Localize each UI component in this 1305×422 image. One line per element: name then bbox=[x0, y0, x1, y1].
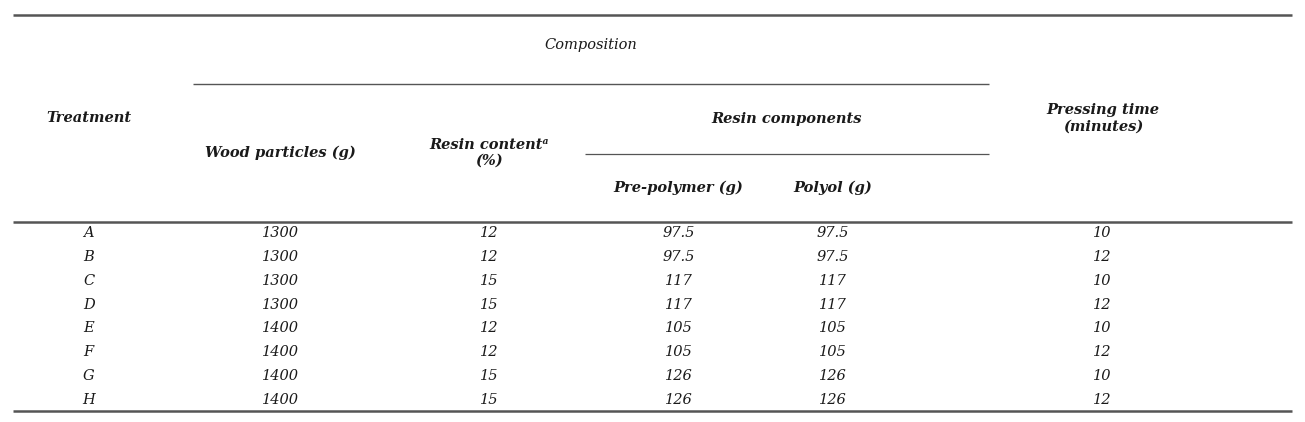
Text: 97.5: 97.5 bbox=[817, 250, 848, 264]
Text: 10: 10 bbox=[1094, 274, 1112, 288]
Text: 1400: 1400 bbox=[262, 369, 299, 383]
Text: Resin components: Resin components bbox=[711, 112, 863, 126]
Text: 126: 126 bbox=[664, 369, 693, 383]
Text: 12: 12 bbox=[1094, 392, 1112, 406]
Text: 15: 15 bbox=[480, 369, 499, 383]
Text: 105: 105 bbox=[664, 345, 693, 359]
Text: 1400: 1400 bbox=[262, 322, 299, 335]
Text: 12: 12 bbox=[1094, 250, 1112, 264]
Text: 12: 12 bbox=[480, 227, 499, 241]
Text: 15: 15 bbox=[480, 274, 499, 288]
Text: Pressing time
(minutes): Pressing time (minutes) bbox=[1047, 103, 1159, 133]
Text: 1300: 1300 bbox=[262, 274, 299, 288]
Text: 15: 15 bbox=[480, 392, 499, 406]
Text: D: D bbox=[82, 298, 95, 311]
Text: 117: 117 bbox=[818, 274, 847, 288]
Text: 117: 117 bbox=[818, 298, 847, 311]
Text: 1400: 1400 bbox=[262, 345, 299, 359]
Text: 10: 10 bbox=[1094, 322, 1112, 335]
Text: G: G bbox=[84, 369, 94, 383]
Text: 105: 105 bbox=[818, 345, 847, 359]
Text: Resin contentᵃ
(%): Resin contentᵃ (%) bbox=[429, 138, 549, 168]
Text: C: C bbox=[84, 274, 94, 288]
Text: H: H bbox=[82, 392, 95, 406]
Text: B: B bbox=[84, 250, 94, 264]
Text: Polyol (g): Polyol (g) bbox=[793, 181, 872, 195]
Text: 1300: 1300 bbox=[262, 227, 299, 241]
Text: Treatment: Treatment bbox=[46, 111, 132, 125]
Text: 97.5: 97.5 bbox=[663, 250, 694, 264]
Text: 117: 117 bbox=[664, 298, 693, 311]
Text: 97.5: 97.5 bbox=[663, 227, 694, 241]
Text: A: A bbox=[84, 227, 94, 241]
Text: E: E bbox=[84, 322, 94, 335]
Text: 117: 117 bbox=[664, 274, 693, 288]
Text: 12: 12 bbox=[480, 250, 499, 264]
Text: 126: 126 bbox=[664, 392, 693, 406]
Text: 126: 126 bbox=[818, 369, 847, 383]
Text: 10: 10 bbox=[1094, 369, 1112, 383]
Text: 105: 105 bbox=[664, 322, 693, 335]
Text: Composition: Composition bbox=[544, 38, 638, 52]
Text: 12: 12 bbox=[1094, 298, 1112, 311]
Text: 1300: 1300 bbox=[262, 250, 299, 264]
Text: 1300: 1300 bbox=[262, 298, 299, 311]
Text: 12: 12 bbox=[480, 322, 499, 335]
Text: 97.5: 97.5 bbox=[817, 227, 848, 241]
Text: Pre-polymer (g): Pre-polymer (g) bbox=[613, 181, 744, 195]
Text: 105: 105 bbox=[818, 322, 847, 335]
Text: 12: 12 bbox=[1094, 345, 1112, 359]
Text: 10: 10 bbox=[1094, 227, 1112, 241]
Text: F: F bbox=[84, 345, 94, 359]
Text: 15: 15 bbox=[480, 298, 499, 311]
Text: 12: 12 bbox=[480, 345, 499, 359]
Text: 126: 126 bbox=[818, 392, 847, 406]
Text: Wood particles (g): Wood particles (g) bbox=[205, 146, 356, 160]
Text: 1400: 1400 bbox=[262, 392, 299, 406]
